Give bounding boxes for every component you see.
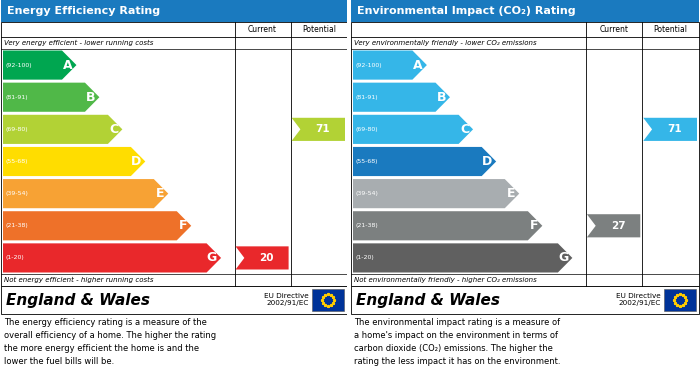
Text: Environmental Impact (CO₂) Rating: Environmental Impact (CO₂) Rating <box>357 6 575 16</box>
Text: 71: 71 <box>667 124 682 135</box>
Bar <box>347 0 351 391</box>
Text: C: C <box>460 123 469 136</box>
Polygon shape <box>353 211 542 240</box>
Text: D: D <box>482 155 492 168</box>
Text: E: E <box>156 187 164 200</box>
Polygon shape <box>353 115 473 144</box>
Polygon shape <box>3 115 122 144</box>
Text: The environmental impact rating is a measure of
a home's impact on the environme: The environmental impact rating is a mea… <box>354 318 561 366</box>
Text: Potential: Potential <box>302 25 336 34</box>
Polygon shape <box>353 179 519 208</box>
Text: England & Wales: England & Wales <box>356 292 500 307</box>
Text: EU Directive
2002/91/EC: EU Directive 2002/91/EC <box>616 294 661 307</box>
Bar <box>351 0 699 22</box>
Text: F: F <box>530 219 538 232</box>
Text: (39-54): (39-54) <box>356 191 379 196</box>
Text: 71: 71 <box>316 124 330 135</box>
Text: C: C <box>109 123 118 136</box>
Text: (1-20): (1-20) <box>356 255 374 260</box>
Bar <box>1 0 347 22</box>
Text: 20: 20 <box>259 253 274 263</box>
Bar <box>351 286 699 314</box>
Bar <box>351 22 699 286</box>
Polygon shape <box>3 243 221 273</box>
Text: D: D <box>131 155 141 168</box>
Text: Very environmentally friendly - lower CO₂ emissions: Very environmentally friendly - lower CO… <box>354 40 537 46</box>
Text: Very energy efficient - lower running costs: Very energy efficient - lower running co… <box>4 40 153 46</box>
Text: G: G <box>558 251 568 264</box>
Text: G: G <box>206 251 217 264</box>
Text: F: F <box>178 219 187 232</box>
Text: (55-68): (55-68) <box>6 159 29 164</box>
Text: (69-80): (69-80) <box>6 127 29 132</box>
Text: (81-91): (81-91) <box>6 95 29 100</box>
Bar <box>1 286 347 314</box>
Polygon shape <box>643 118 697 141</box>
Bar <box>664 289 696 311</box>
Polygon shape <box>3 211 191 240</box>
Polygon shape <box>3 147 146 176</box>
Text: Potential: Potential <box>654 25 687 34</box>
Polygon shape <box>3 50 76 80</box>
Bar <box>312 289 344 311</box>
Polygon shape <box>353 147 496 176</box>
Text: (21-38): (21-38) <box>6 223 29 228</box>
Text: (21-38): (21-38) <box>356 223 379 228</box>
Text: (55-68): (55-68) <box>356 159 379 164</box>
Polygon shape <box>353 50 427 80</box>
Polygon shape <box>3 83 99 112</box>
Polygon shape <box>3 179 168 208</box>
Text: A: A <box>413 59 423 72</box>
Bar <box>1 22 347 286</box>
Text: (92-100): (92-100) <box>356 63 383 68</box>
Text: EU Directive
2002/91/EC: EU Directive 2002/91/EC <box>265 294 309 307</box>
Text: A: A <box>63 59 73 72</box>
Text: (81-91): (81-91) <box>356 95 379 100</box>
Text: The energy efficiency rating is a measure of the
overall efficiency of a home. T: The energy efficiency rating is a measur… <box>4 318 216 366</box>
Text: (69-80): (69-80) <box>356 127 379 132</box>
Text: England & Wales: England & Wales <box>6 292 150 307</box>
Text: E: E <box>507 187 515 200</box>
Text: Not environmentally friendly - higher CO₂ emissions: Not environmentally friendly - higher CO… <box>354 277 537 283</box>
Text: (1-20): (1-20) <box>6 255 25 260</box>
Polygon shape <box>353 83 450 112</box>
Polygon shape <box>292 118 345 141</box>
Polygon shape <box>353 243 573 273</box>
Text: Not energy efficient - higher running costs: Not energy efficient - higher running co… <box>4 277 153 283</box>
Text: 27: 27 <box>610 221 625 231</box>
Text: (92-100): (92-100) <box>6 63 33 68</box>
Text: (39-54): (39-54) <box>6 191 29 196</box>
Text: Energy Efficiency Rating: Energy Efficiency Rating <box>7 6 160 16</box>
Text: B: B <box>437 91 446 104</box>
Text: B: B <box>86 91 95 104</box>
Polygon shape <box>235 246 288 269</box>
Polygon shape <box>587 214 641 237</box>
Text: Current: Current <box>600 25 629 34</box>
Text: Current: Current <box>248 25 277 34</box>
